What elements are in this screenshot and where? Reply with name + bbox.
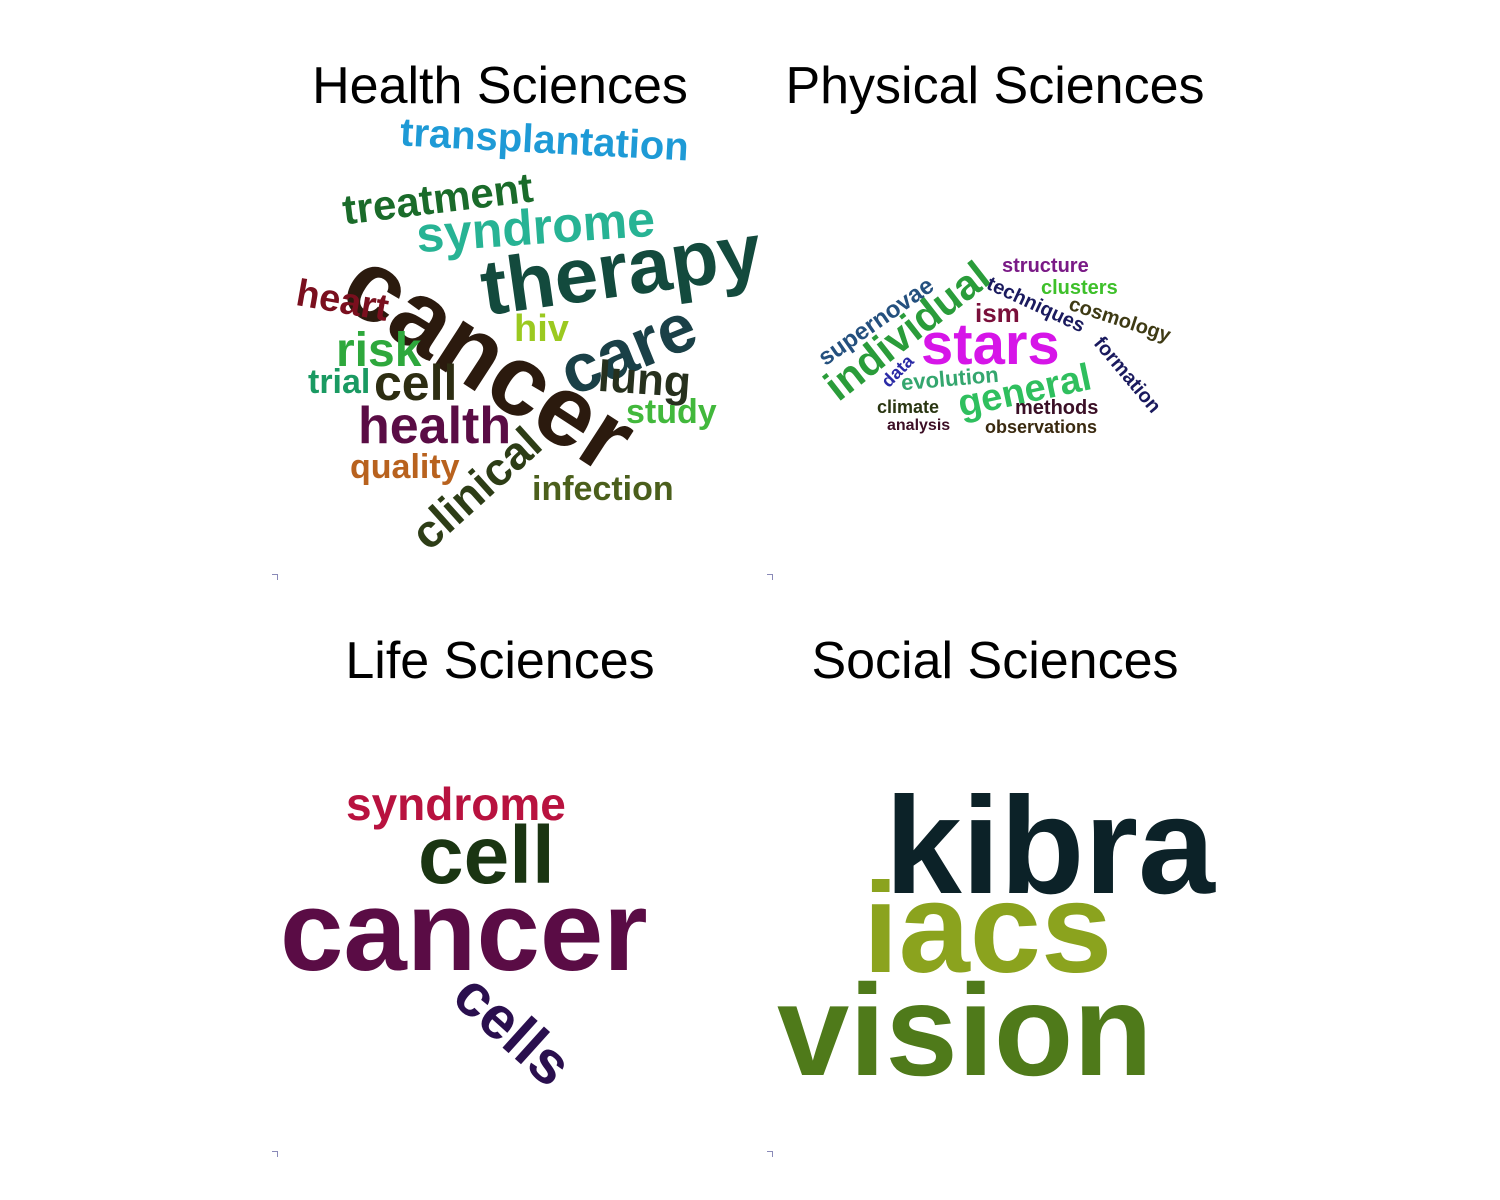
panel-title: Social Sciences: [811, 632, 1179, 690]
cloud-word: kibra: [885, 769, 1215, 923]
cloud-word: quality: [350, 448, 460, 486]
cloud-word: cancer: [280, 868, 648, 995]
cloud-word: study: [626, 393, 717, 431]
panel-social-sciences: Social Sciences kibra iacs vision: [745, 615, 1245, 1175]
cloud-word: clusters: [1041, 277, 1118, 299]
panel-title: Physical Sciences: [785, 57, 1205, 115]
cloud-word: trial: [308, 363, 371, 401]
corner-mark: [272, 574, 278, 580]
cloud-word: formation: [1089, 332, 1166, 418]
panel-health-sciences: Health Sciences transplantation treatmen…: [250, 40, 767, 600]
cloud-word: cell: [418, 810, 555, 901]
cloud-word: vision: [777, 957, 1153, 1103]
cloud-word: climate: [877, 397, 940, 417]
cloud-word: stars: [921, 312, 1060, 377]
cloud-word: observations: [985, 417, 1098, 437]
cloud-word: iacs: [863, 857, 1113, 1000]
corner-mark: [767, 574, 773, 580]
cloud-word: risk: [336, 324, 422, 377]
panel-life-sciences: Life Sciences syndrome cell cancer cells: [250, 615, 750, 1175]
cloud-word: cell: [374, 355, 458, 411]
cloud-word: transplantation: [399, 110, 690, 170]
cloud-word: hiv: [514, 308, 569, 350]
cloud-word: analysis: [887, 417, 951, 434]
cloud-word: ism: [975, 298, 1020, 328]
cloud-word: structure: [1002, 255, 1089, 277]
corner-mark: [272, 1151, 278, 1157]
cloud-word: health: [358, 397, 512, 455]
cloud-word: infection: [532, 470, 674, 508]
panel-physical-sciences: Physical Sciences structure individual s…: [745, 40, 1245, 600]
panel-title: Health Sciences: [312, 57, 688, 115]
corner-mark: [767, 1151, 773, 1157]
panel-title: Life Sciences: [345, 632, 655, 690]
cloud-word: syndrome: [346, 778, 566, 830]
cloud-word: methods: [1015, 397, 1099, 419]
